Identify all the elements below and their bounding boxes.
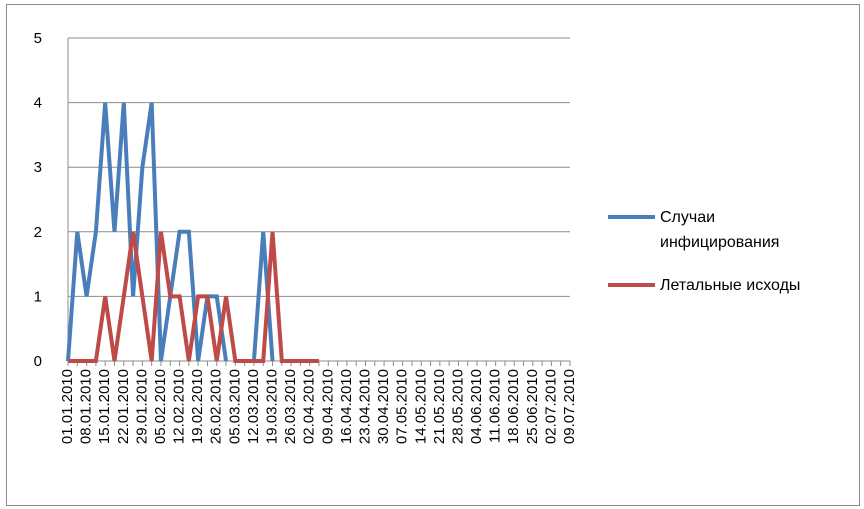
x-tick-label: 02.04.2010	[301, 369, 318, 444]
x-tick-label: 21.05.2010	[431, 369, 448, 444]
x-tick-label: 15.01.2010	[96, 369, 113, 444]
x-tick-label: 12.03.2010	[245, 369, 262, 444]
y-axis-ticks: 0 1 2 3 4 5	[34, 30, 42, 370]
series-line-deaths	[68, 231, 319, 363]
x-tick-label: 09.04.2010	[319, 369, 336, 444]
x-tick-label: 08.01.2010	[78, 369, 95, 444]
y-tick-label: 3	[34, 159, 42, 176]
x-axis-ticks: 01.01.2010 08.01.2010 15.01.2010 22.01.2010…	[59, 369, 578, 444]
y-tick-label: 2	[34, 224, 42, 241]
y-tick-label: 1	[34, 288, 42, 305]
x-tick-label: 22.01.2010	[115, 369, 132, 444]
x-tick-label: 19.03.2010	[264, 369, 281, 444]
x-tick-label: 05.02.2010	[152, 369, 169, 444]
x-tick-label: 28.05.2010	[449, 369, 466, 444]
x-tick-label: 04.06.2010	[468, 369, 485, 444]
y-tick-label: 4	[34, 95, 42, 112]
x-tick-label: 16.04.2010	[338, 369, 355, 444]
x-tick-label: 26.02.2010	[208, 369, 225, 444]
legend-label-deaths: Летальные исходы	[660, 277, 800, 294]
x-tick-label: 01.01.2010	[59, 369, 76, 444]
gridlines	[68, 37, 570, 297]
x-tick-label: 07.05.2010	[394, 369, 411, 444]
x-tick-label: 29.01.2010	[133, 369, 150, 444]
x-tick-label: 14.05.2010	[412, 369, 429, 444]
x-tick-label: 19.02.2010	[189, 369, 206, 444]
x-tick-label: 25.06.2010	[524, 369, 541, 444]
y-tick-label: 0	[34, 353, 42, 370]
series-lines	[66, 102, 319, 363]
x-tick-label: 18.06.2010	[505, 369, 522, 444]
x-tick-label: 26.03.2010	[282, 369, 299, 444]
legend-label-infections-line1: Случаи	[660, 209, 715, 226]
x-tick-label: 09.07.2010	[561, 369, 578, 444]
chart-frame	[6, 4, 860, 506]
x-tick-label: 11.06.2010	[487, 369, 504, 443]
y-tick-label: 5	[34, 30, 42, 47]
legend-label-infections-line2: инфицирования	[660, 234, 779, 251]
series-line-infections	[251, 231, 275, 362]
legend: Случаи инфицирования Летальные исходы	[608, 209, 800, 294]
x-tick-label: 23.04.2010	[356, 369, 373, 444]
x-tick-label: 30.04.2010	[375, 369, 392, 444]
x-tick-label: 12.02.2010	[171, 369, 188, 444]
series-line-infections	[66, 102, 229, 362]
x-tick-label: 02.07.2010	[542, 369, 559, 444]
x-tick-label: 05.03.2010	[226, 369, 243, 444]
